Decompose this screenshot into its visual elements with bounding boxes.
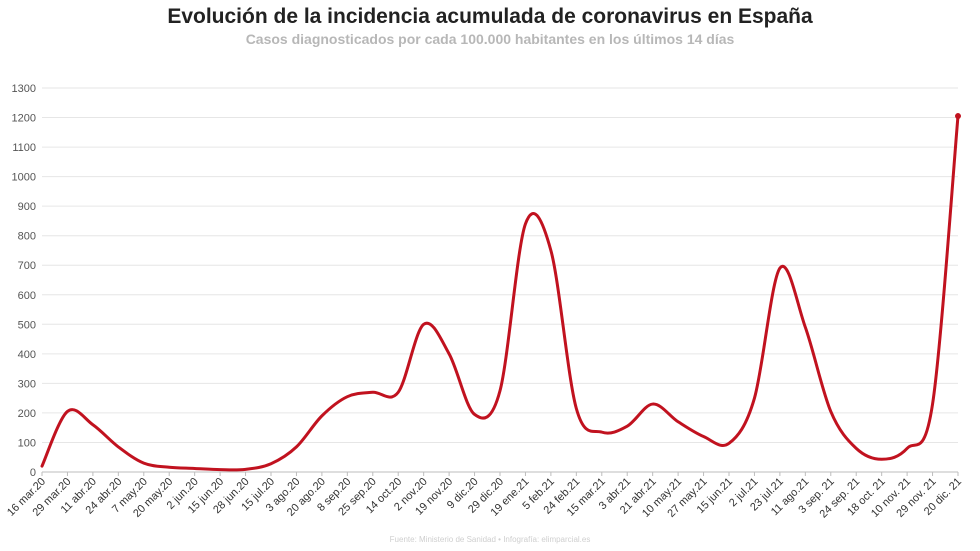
y-tick-label: 100 xyxy=(18,437,36,449)
y-tick-label: 600 xyxy=(18,290,36,302)
source-note: Fuente: Ministerio de Sanidad • Infograf… xyxy=(389,535,591,544)
y-tick-label: 1200 xyxy=(12,113,36,125)
y-tick-label: 200 xyxy=(18,408,36,420)
last-data-point xyxy=(955,113,961,120)
y-tick-label: 800 xyxy=(18,231,36,243)
y-tick-label: 1100 xyxy=(12,142,36,154)
y-tick-label: 400 xyxy=(18,349,36,361)
chart-title: Evolución de la incidencia acumulada de … xyxy=(167,5,813,28)
y-tick-label: 0 xyxy=(30,467,36,479)
incidence-line xyxy=(40,114,960,472)
y-tick-label: 1300 xyxy=(12,83,36,95)
y-tick-label: 500 xyxy=(18,319,36,331)
chart-subtitle: Casos diagnosticados por cada 100.000 ha… xyxy=(245,31,735,47)
y-tick-label: 700 xyxy=(18,260,36,272)
y-tick-label: 900 xyxy=(18,201,36,213)
y-tick-label: 1000 xyxy=(12,172,36,184)
y-tick-label: 300 xyxy=(18,378,36,390)
